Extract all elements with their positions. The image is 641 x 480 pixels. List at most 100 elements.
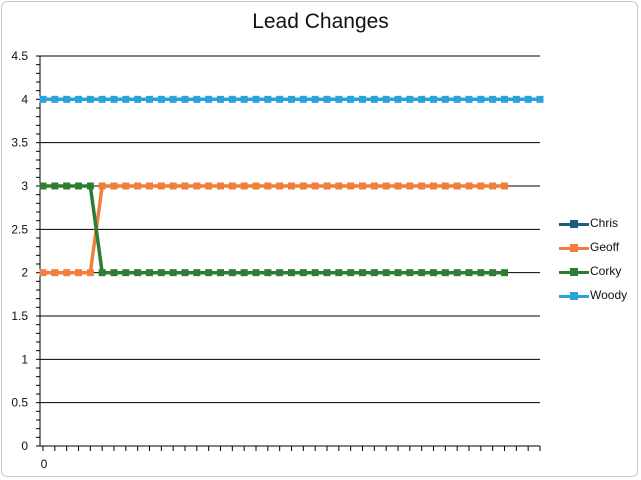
data-point-geoff	[323, 182, 331, 190]
data-point-woody	[536, 95, 544, 103]
data-point-corky	[477, 269, 485, 277]
data-point-woody	[39, 95, 47, 103]
data-point-geoff	[264, 182, 272, 190]
data-point-geoff	[51, 269, 59, 277]
data-point-woody	[75, 95, 82, 103]
data-point-woody	[512, 95, 520, 103]
data-point-geoff	[477, 182, 485, 190]
data-point-corky	[382, 269, 390, 277]
data-point-woody	[453, 95, 461, 103]
data-point-woody	[181, 95, 189, 103]
data-point-corky	[323, 269, 331, 277]
data-point-corky	[441, 269, 449, 277]
data-point-woody	[134, 95, 142, 103]
data-point-geoff	[311, 182, 319, 190]
data-point-geoff	[394, 182, 402, 190]
data-point-geoff	[335, 182, 343, 190]
y-tick-label: 2	[21, 266, 28, 280]
data-point-geoff	[382, 182, 390, 190]
data-point-geoff	[299, 182, 307, 190]
data-point-geoff	[205, 182, 213, 190]
data-point-woody	[418, 95, 426, 103]
data-point-geoff	[252, 182, 260, 190]
y-tick-label: 4.5	[11, 49, 28, 63]
data-point-woody	[501, 95, 508, 103]
data-point-corky	[501, 269, 508, 277]
data-point-corky	[489, 269, 497, 277]
legend: Chris Geoff Corky Woody	[559, 214, 639, 310]
data-point-woody	[169, 95, 177, 103]
data-point-woody	[465, 95, 473, 103]
data-point-geoff	[98, 182, 106, 190]
data-point-geoff	[110, 182, 118, 190]
y-tick-label: 3	[21, 179, 28, 193]
data-point-geoff	[288, 182, 295, 190]
data-point-corky	[311, 269, 319, 277]
y-tick-label: 3.5	[11, 136, 28, 150]
legend-label: Geoff	[590, 240, 620, 254]
legend-label: Chris	[590, 216, 619, 230]
legend-item-chris: Chris	[559, 214, 639, 238]
data-point-geoff	[193, 182, 201, 190]
y-tick-label: 4	[21, 92, 28, 106]
y-tick-label: 0.5	[11, 396, 28, 410]
data-point-geoff	[63, 269, 71, 277]
data-point-woody	[311, 95, 319, 103]
data-point-geoff	[86, 269, 94, 277]
data-point-woody	[288, 95, 295, 103]
data-point-geoff	[501, 182, 508, 190]
data-point-geoff	[418, 182, 426, 190]
data-point-corky	[157, 269, 165, 277]
data-point-woody	[63, 95, 71, 103]
data-point-geoff	[453, 182, 461, 190]
data-point-woody	[146, 95, 153, 103]
data-point-corky	[75, 182, 82, 190]
data-point-geoff	[406, 182, 414, 190]
data-point-corky	[453, 269, 461, 277]
data-point-corky	[98, 269, 106, 277]
data-point-corky	[370, 269, 378, 277]
data-point-woody	[347, 95, 355, 103]
data-point-woody	[157, 95, 165, 103]
data-point-geoff	[240, 182, 248, 190]
series-lines	[39, 95, 544, 277]
data-point-geoff	[122, 182, 130, 190]
data-point-geoff	[39, 269, 47, 277]
data-point-corky	[430, 269, 437, 277]
data-point-geoff	[228, 182, 236, 190]
data-point-corky	[217, 269, 224, 277]
data-point-corky	[394, 269, 402, 277]
data-point-woody	[382, 95, 390, 103]
data-point-woody	[98, 95, 106, 103]
series-line-geoff	[43, 184, 505, 275]
data-point-geoff	[359, 182, 366, 190]
series-line-corky	[43, 184, 505, 275]
data-point-woody	[335, 95, 343, 103]
gridlines	[40, 55, 540, 447]
data-point-woody	[489, 95, 497, 103]
data-point-geoff	[276, 182, 284, 190]
data-point-geoff	[441, 182, 449, 190]
data-point-corky	[146, 269, 153, 277]
data-point-woody	[406, 95, 414, 103]
data-point-geoff	[217, 182, 224, 190]
data-point-geoff	[489, 182, 497, 190]
y-tick-label: 0	[21, 439, 28, 453]
axes	[36, 55, 541, 451]
data-point-woody	[359, 95, 366, 103]
legend-marker	[570, 268, 578, 276]
data-point-woody	[51, 95, 59, 103]
data-point-woody	[110, 95, 118, 103]
data-point-woody	[86, 95, 94, 103]
data-point-corky	[86, 182, 94, 190]
data-point-woody	[299, 95, 307, 103]
data-point-corky	[193, 269, 201, 277]
data-point-woody	[276, 95, 284, 103]
data-point-corky	[288, 269, 295, 277]
legend-label: Woody	[590, 288, 628, 302]
data-point-corky	[181, 269, 189, 277]
data-point-corky	[39, 182, 47, 190]
legend-marker	[570, 292, 578, 300]
data-point-corky	[299, 269, 307, 277]
